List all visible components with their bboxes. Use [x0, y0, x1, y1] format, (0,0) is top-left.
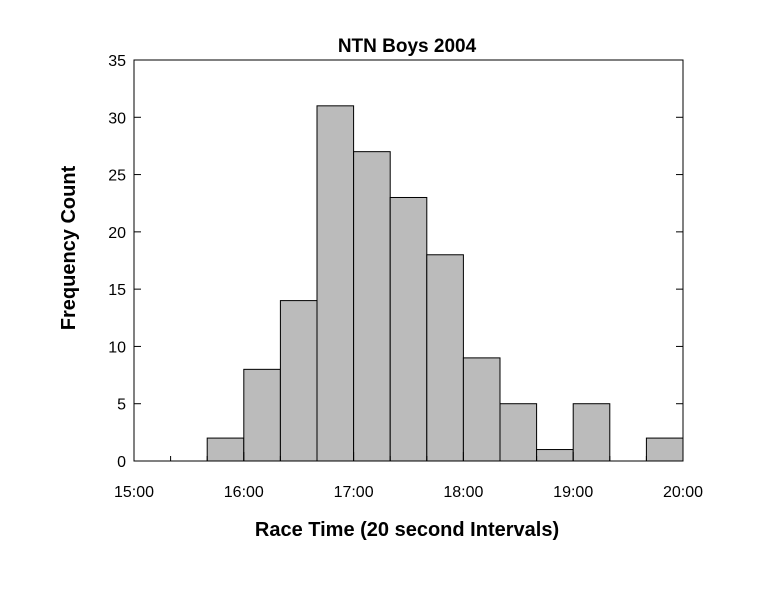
x-axis-label: Race Time (20 second Intervals): [255, 519, 559, 541]
y-tick-label: 20: [108, 225, 126, 242]
y-tick-label: 5: [117, 397, 126, 414]
histogram-bar: [206, 437, 245, 462]
y-tick-label: 0: [117, 454, 126, 471]
histogram-bar: [499, 403, 538, 462]
chart-title: NTN Boys 2004: [338, 36, 477, 57]
y-tick-label: 10: [108, 339, 126, 356]
y-tick-label: 35: [108, 53, 126, 70]
y-axis-label: Frequency Count: [58, 165, 80, 330]
x-axis: 15:00 16:00 17:00 18:00 19:00 20:00: [114, 452, 703, 501]
histogram-bar: [353, 151, 391, 462]
y-tick-label: 30: [108, 110, 126, 127]
x-tick-label: 15:00: [114, 484, 154, 501]
x-tick-label: 20:00: [663, 484, 703, 501]
y-tick-label: 15: [108, 282, 126, 299]
histogram-bar: [572, 403, 611, 462]
x-tick-label: 16:00: [224, 484, 264, 501]
x-tick-label: 19:00: [553, 484, 593, 501]
histogram-bar: [389, 196, 428, 462]
histogram-bar: [279, 300, 318, 462]
x-tick-label: 17:00: [334, 484, 374, 501]
histogram-bar: [426, 254, 464, 462]
histogram-bar: [243, 368, 281, 462]
histogram-bar: [536, 449, 574, 462]
histogram-bar: [462, 357, 501, 462]
histogram-bar: [645, 437, 684, 462]
plot-frame: [133, 59, 684, 462]
x-tick-label: 18:00: [443, 484, 483, 501]
bars-group: [206, 105, 684, 462]
y-axis: 0 5 10 15 20 25 30 35: [108, 53, 683, 471]
histogram-bar: [316, 105, 355, 462]
y-tick-label: 25: [108, 168, 126, 185]
